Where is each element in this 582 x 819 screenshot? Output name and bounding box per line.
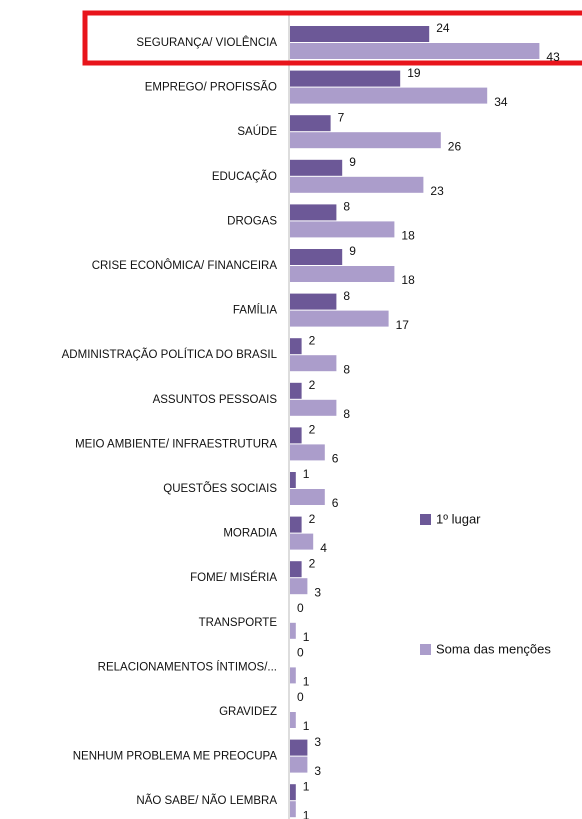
category-label: SAÚDE (237, 125, 277, 138)
category-label: QUESTÕES SOCIAIS (163, 482, 277, 495)
category-label: RELACIONAMENTOS ÍNTIMOS/... (98, 660, 277, 673)
category-label: EMPREGO/ PROFISSÃO (145, 81, 277, 94)
value-label: 2 (309, 378, 316, 392)
bar (290, 338, 302, 355)
legend-swatch (420, 644, 431, 655)
bar (290, 176, 424, 193)
bar (290, 355, 337, 372)
value-label: 18 (401, 229, 415, 243)
value-label: 8 (343, 289, 350, 303)
bar (290, 667, 296, 684)
bar (290, 399, 337, 416)
value-label: 3 (314, 585, 321, 599)
bar (290, 784, 296, 801)
value-label: 0 (297, 646, 304, 660)
bar (290, 622, 296, 639)
value-label: 1 (303, 675, 310, 689)
bar (290, 249, 343, 265)
category-label: ASSUNTOS PESSOAIS (153, 394, 278, 406)
value-label: 3 (314, 735, 321, 749)
bar (290, 26, 430, 42)
value-label: 1 (303, 719, 310, 733)
bar (290, 266, 395, 282)
value-label: 1 (303, 630, 310, 644)
bar (290, 310, 389, 327)
category-label: NENHUM PROBLEMA ME PREOCUPA (73, 751, 278, 763)
value-label: 8 (343, 200, 350, 214)
bar (290, 756, 308, 773)
category-label: SEGURANÇA/ VIOLÊNCIA (136, 36, 277, 49)
bar (290, 801, 296, 818)
value-label: 9 (349, 155, 356, 169)
value-label: 2 (309, 423, 316, 437)
bar (290, 489, 325, 505)
bar (290, 533, 314, 550)
bar (290, 382, 302, 399)
value-label: 2 (309, 556, 316, 570)
category-label: FAMÍLIA (233, 304, 277, 317)
value-label: 1 (303, 467, 310, 481)
category-label: FOME/ MISÉRIA (190, 571, 277, 584)
value-label: 6 (332, 496, 339, 510)
highlight-box (82, 10, 582, 66)
value-label: 17 (396, 318, 410, 332)
bar (290, 293, 337, 310)
category-label: DROGAS (227, 215, 277, 227)
value-label: 2 (309, 333, 316, 347)
value-label: 8 (343, 407, 350, 421)
value-label: 19 (407, 66, 421, 80)
category-label: TRANSPORTE (199, 617, 278, 629)
bar (290, 578, 308, 595)
value-label: 2 (309, 512, 316, 526)
category-label: CRISE ECONÔMICA/ FINANCEIRA (92, 259, 278, 272)
value-label: 26 (448, 139, 462, 153)
bar (290, 43, 540, 59)
bar (290, 204, 337, 221)
value-label: 0 (297, 601, 304, 615)
bar (290, 712, 296, 728)
bar (290, 472, 296, 488)
category-label: GRAVIDEZ (219, 706, 277, 718)
bar (290, 87, 488, 104)
value-label: 1 (303, 779, 310, 793)
value-label: 8 (343, 362, 350, 376)
value-label: 34 (494, 95, 508, 109)
bar (290, 115, 331, 132)
bar (290, 516, 302, 533)
category-label: MEIO AMBIENTE/ INFRAESTRUTURA (75, 438, 277, 450)
category-label: MORADIA (223, 528, 277, 540)
bar (290, 221, 395, 238)
bar (290, 427, 302, 444)
legend-swatch (420, 514, 431, 525)
category-label: EDUCAÇÃO (212, 170, 277, 183)
value-label: 9 (349, 244, 356, 258)
value-label: 43 (546, 50, 560, 64)
bar (290, 159, 343, 176)
category-label: NÃO SABE/ NÃO LEMBRA (136, 794, 277, 807)
value-label: 23 (430, 184, 444, 198)
value-label: 0 (297, 690, 304, 704)
bar (290, 739, 308, 756)
bar (290, 132, 441, 149)
legend-label: 1º lugar (436, 511, 481, 526)
category-label: ADMINISTRAÇÃO POLÍTICA DO BRASIL (62, 348, 278, 361)
value-label: 7 (338, 110, 345, 124)
legend-label: Soma das menções (436, 641, 551, 656)
value-label: 4 (320, 541, 327, 555)
bar (290, 444, 325, 461)
value-label: 3 (314, 764, 321, 778)
bar (290, 561, 302, 578)
value-label: 24 (436, 21, 450, 35)
value-label: 6 (332, 452, 339, 466)
bar (290, 70, 401, 87)
value-label: 18 (401, 273, 415, 287)
value-label: 1 (303, 808, 310, 819)
